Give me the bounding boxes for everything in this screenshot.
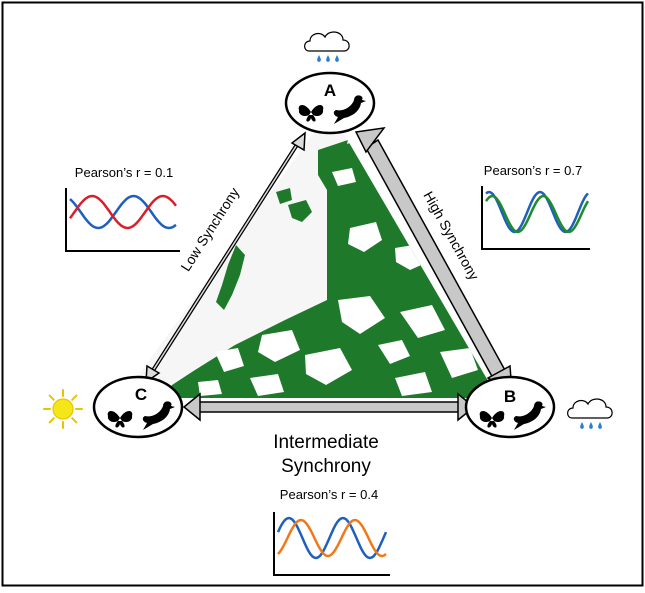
sun-ray — [48, 417, 55, 424]
node-c: C — [92, 375, 184, 439]
series-line — [484, 194, 590, 234]
clearing — [348, 222, 382, 252]
plot-axes — [65, 188, 180, 252]
clearing — [258, 330, 300, 362]
correlation-plot-low: Pearson’s r = 0.1 — [65, 165, 180, 252]
plot-axes — [481, 186, 590, 250]
forest-patch-left-strip — [216, 245, 245, 310]
clearing — [338, 296, 385, 334]
plot-axes — [273, 512, 390, 576]
intermediate-synchrony-label-line2: Synchrony — [281, 456, 371, 477]
butterfly-icon — [479, 411, 505, 428]
correlation-plot-intermediate: Pearson’s r = 0.4 — [273, 487, 390, 576]
bird-icon — [333, 95, 366, 124]
arrowhead — [290, 131, 306, 152]
landscape-map — [122, 110, 498, 398]
clearings — [198, 168, 486, 396]
node-b: B — [464, 375, 556, 439]
series-line — [277, 518, 387, 558]
sun-ray — [71, 394, 78, 401]
rain-cloud-icon — [304, 31, 350, 62]
clearing — [440, 348, 478, 378]
correlation-plot-high: Pearson’s r = 0.7 — [481, 163, 590, 250]
arrowhead — [182, 392, 201, 422]
clearing — [395, 372, 432, 396]
series-line — [69, 194, 177, 230]
rain-cloud-icon — [567, 398, 613, 429]
pearson-label-low: Pearson’s r = 0.1 — [75, 165, 173, 180]
butterfly-icon — [107, 411, 133, 428]
node-c-label: C — [135, 385, 147, 404]
sun-ray — [48, 394, 55, 401]
clearing — [250, 374, 284, 396]
pearson-label-high: Pearson’s r = 0.7 — [484, 163, 582, 178]
butterfly-icon — [298, 105, 324, 122]
node-b-ellipse — [464, 375, 556, 439]
node-c-ellipse — [92, 375, 184, 439]
clearing — [400, 305, 445, 338]
node-a-label: A — [324, 81, 336, 100]
bird-icon — [513, 401, 546, 430]
series-line — [69, 194, 177, 230]
clearing — [332, 168, 356, 186]
intermediate-synchrony-label-line1: Intermediate — [273, 432, 379, 453]
forest-patch-upper — [318, 140, 348, 195]
sun-icon — [43, 389, 83, 429]
forest-patch-small-2 — [276, 188, 292, 204]
clearing — [305, 348, 352, 385]
clearing — [215, 348, 244, 372]
sun-ray — [71, 417, 78, 424]
node-b-label: B — [504, 387, 516, 406]
bird-icon — [142, 401, 175, 430]
arrowhead — [354, 127, 386, 154]
node-a: A — [284, 71, 376, 135]
forest-patch-small — [288, 200, 312, 222]
pearson-label-intermediate: Pearson’s r = 0.4 — [280, 487, 378, 502]
series-line — [485, 190, 589, 234]
clearing — [378, 340, 410, 364]
clearing — [198, 380, 222, 396]
